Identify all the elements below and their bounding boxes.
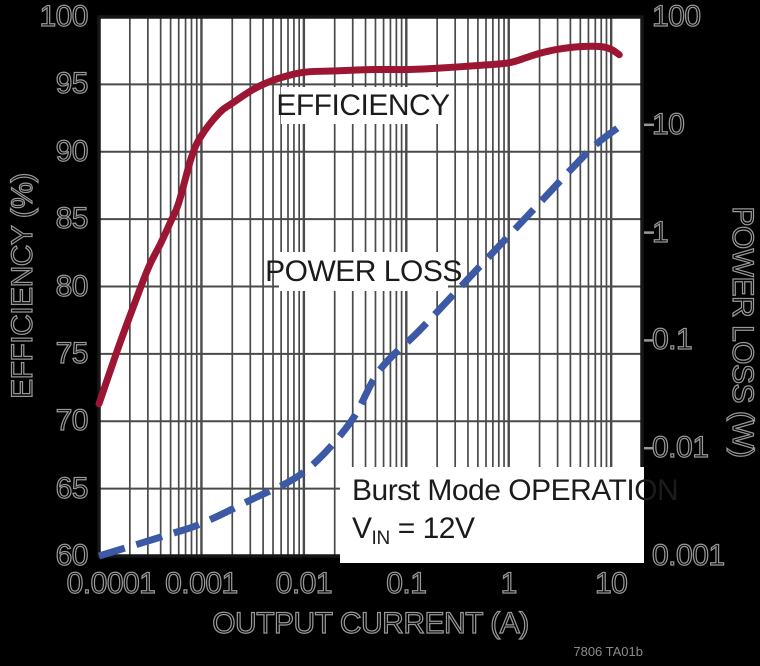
annotation-line1: Burst Mode OPERATION <box>352 474 679 507</box>
y-left-tick-label: 65 <box>55 471 89 505</box>
y-left-axis-title: EFFICIENCY (%) <box>5 172 39 399</box>
x-tick-label: 10 <box>594 566 628 600</box>
y-right-tick-label: 0.01 <box>651 431 709 465</box>
annotation-box: Burst Mode OPERATION VIN = 12V <box>340 467 679 563</box>
y-right-tick-label: 1 <box>651 215 669 249</box>
y-left-tick-label: 85 <box>55 202 89 236</box>
efficiency-curve <box>95 42 623 408</box>
x-axis-title: OUTPUT CURRENT (A) <box>212 606 530 640</box>
x-tick-label: 1 <box>500 566 518 600</box>
x-tick-label: 0.1 <box>386 566 428 600</box>
figure-code: 7806 TA01b <box>573 644 643 659</box>
y-left-tick-label: 90 <box>55 134 89 168</box>
y-left-tick-label: 75 <box>55 336 89 370</box>
y-left-tick-label: 95 <box>55 67 89 101</box>
power-loss-series-label: POWER LOSS <box>265 252 462 291</box>
vin-subscript: IN <box>371 528 391 549</box>
y-left-tick-label: 70 <box>55 404 89 438</box>
vin-value: = 12V <box>389 512 475 545</box>
efficiency-series-label: EFFICIENCY <box>276 87 450 124</box>
y-right-tick-label: 100 <box>651 0 701 34</box>
annotation-line2: VIN = 12V <box>352 510 644 558</box>
y-right-tick-label: 0.1 <box>651 323 693 357</box>
y-right-tick-label: 0.001 <box>651 538 725 572</box>
y-left-tick-label: 100 <box>39 0 89 34</box>
y-right-tick-label: 10 <box>651 107 685 141</box>
x-tick-label: 0.01 <box>275 566 333 600</box>
x-tick-label: 0.0001 <box>66 566 157 600</box>
y-right-axis-title: POWER LOSS (W) <box>725 206 759 459</box>
y-left-tick-label: 60 <box>55 538 89 572</box>
right-axis-tick-marks <box>644 123 654 450</box>
y-left-tick-label: 80 <box>55 269 89 303</box>
vin-symbol: V <box>352 512 372 545</box>
power-loss-curve <box>97 125 620 560</box>
x-tick-label: 0.001 <box>165 566 239 600</box>
